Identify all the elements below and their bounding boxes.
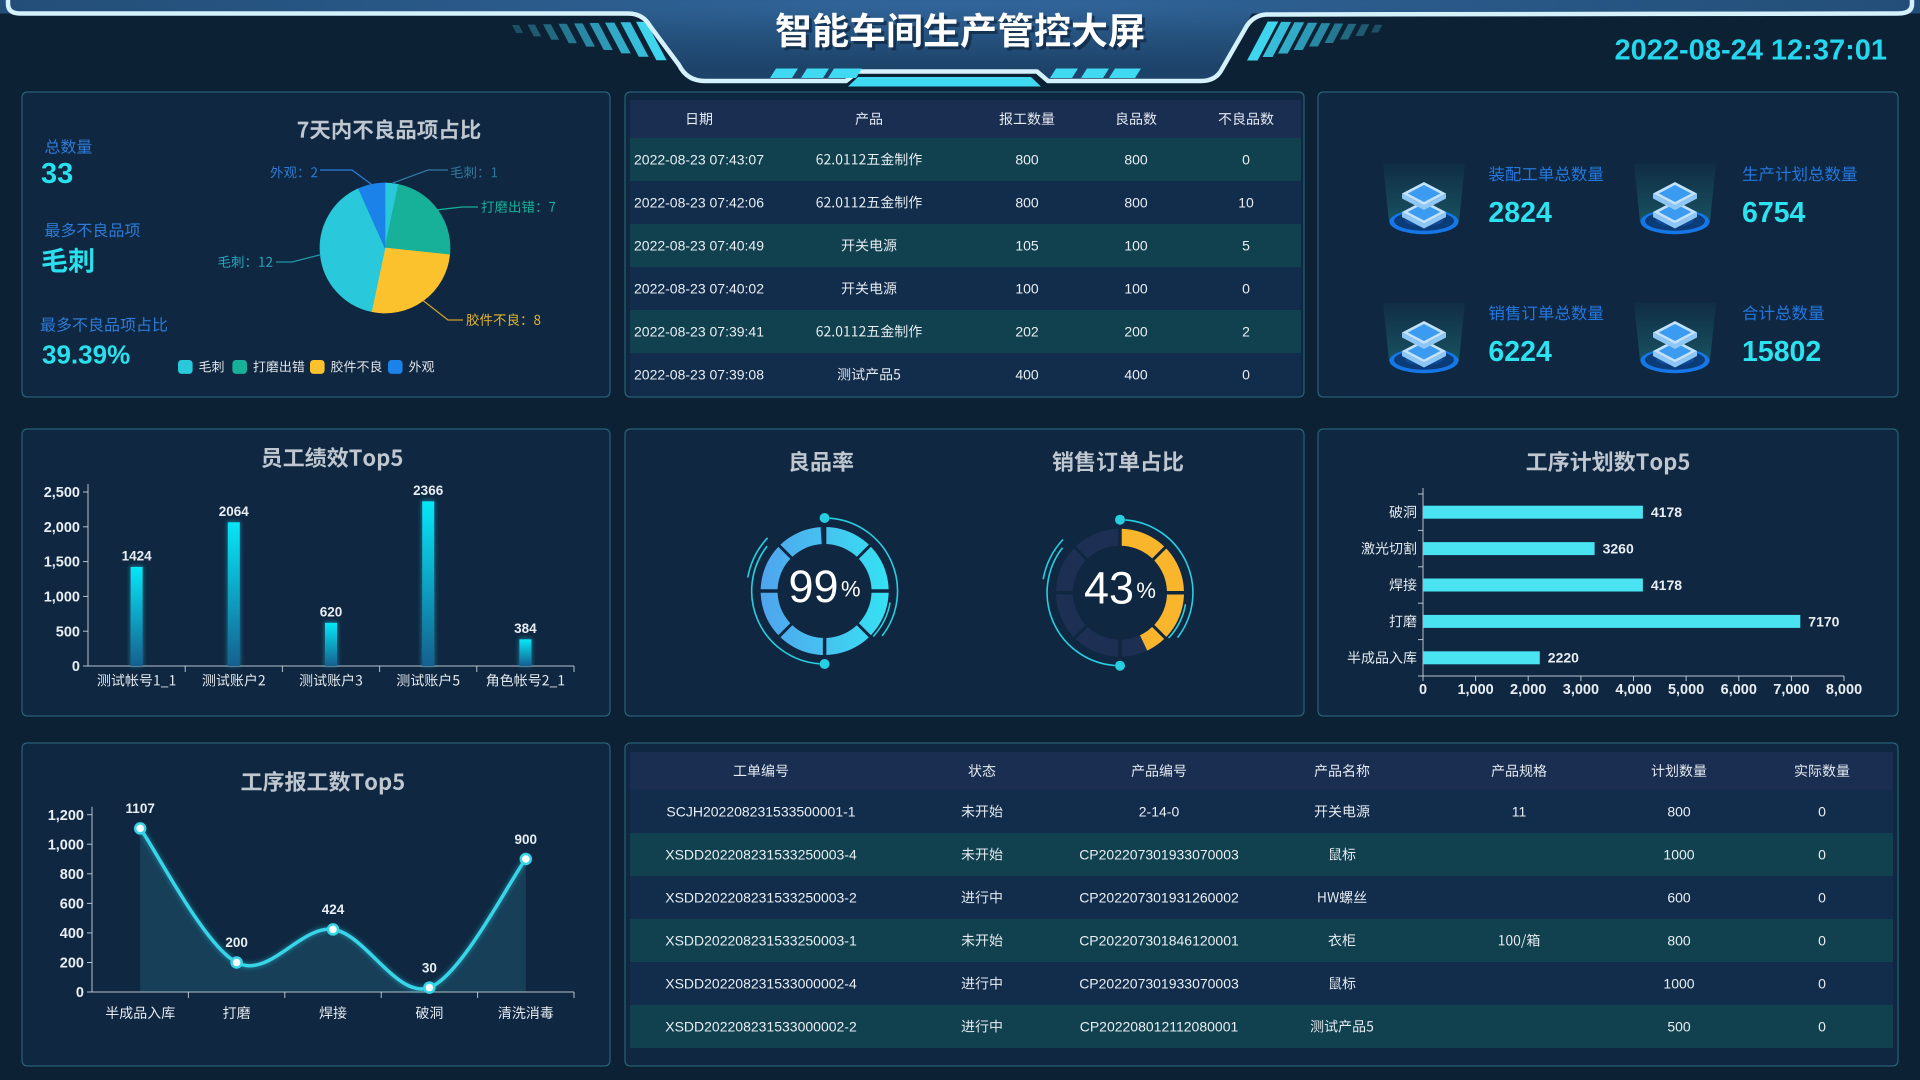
svg-text:2: 2 xyxy=(1242,323,1250,339)
svg-text:43: 43 xyxy=(1084,563,1134,614)
svg-text:3,000: 3,000 xyxy=(1563,682,1599,698)
svg-text:%: % xyxy=(1136,578,1156,603)
svg-text:2220: 2220 xyxy=(1548,650,1579,666)
svg-text:5,000: 5,000 xyxy=(1668,682,1704,698)
svg-text:99: 99 xyxy=(789,561,839,612)
svg-text:100: 100 xyxy=(1015,280,1039,296)
svg-text:10: 10 xyxy=(1238,194,1254,210)
svg-text:2824: 2824 xyxy=(1488,197,1552,229)
svg-text:1,000: 1,000 xyxy=(48,837,84,853)
svg-text:400: 400 xyxy=(1015,366,1039,382)
svg-text:0: 0 xyxy=(72,659,80,675)
svg-text:1000: 1000 xyxy=(1663,975,1694,991)
svg-text:0: 0 xyxy=(1242,280,1250,296)
svg-text:424: 424 xyxy=(322,902,345,917)
svg-text:XSDD202208231533000002-2: XSDD202208231533000002-2 xyxy=(665,1018,857,1034)
svg-text:5: 5 xyxy=(1242,237,1250,253)
svg-text:XSDD202208231533250003-1: XSDD202208231533250003-1 xyxy=(665,932,857,948)
svg-text:800: 800 xyxy=(1124,194,1148,210)
svg-text:200: 200 xyxy=(1124,323,1148,339)
svg-text:202: 202 xyxy=(1015,323,1039,339)
svg-text:900: 900 xyxy=(515,832,538,847)
svg-text:0: 0 xyxy=(1242,366,1250,382)
svg-text:600: 600 xyxy=(1667,889,1691,905)
svg-text:1,500: 1,500 xyxy=(44,555,80,571)
svg-text:XSDD202208231533000002-4: XSDD202208231533000002-4 xyxy=(665,975,857,991)
svg-text:3260: 3260 xyxy=(1603,541,1634,557)
svg-text:CP202207301933070003: CP202207301933070003 xyxy=(1079,846,1239,862)
svg-text:2022-08-23 07:40:49: 2022-08-23 07:40:49 xyxy=(634,237,764,253)
svg-text:CP202207301931260002: CP202207301931260002 xyxy=(1079,889,1239,905)
svg-text:105: 105 xyxy=(1015,237,1039,253)
svg-text:8,000: 8,000 xyxy=(1826,682,1862,698)
svg-text:1107: 1107 xyxy=(126,801,155,816)
svg-text:400: 400 xyxy=(60,926,84,942)
svg-text:800: 800 xyxy=(1015,151,1039,167)
svg-text:15802: 15802 xyxy=(1742,336,1821,368)
svg-text:7170: 7170 xyxy=(1808,613,1839,629)
svg-text:4178: 4178 xyxy=(1651,577,1682,593)
svg-text:100: 100 xyxy=(1124,280,1148,296)
svg-text:%: % xyxy=(841,576,861,601)
svg-text:200: 200 xyxy=(225,935,248,950)
svg-text:11: 11 xyxy=(1512,803,1527,819)
svg-text:1,000: 1,000 xyxy=(44,590,80,606)
svg-text:1,200: 1,200 xyxy=(48,808,84,824)
svg-text:0: 0 xyxy=(1818,1018,1826,1034)
svg-text:6224: 6224 xyxy=(1488,336,1552,368)
svg-text:0: 0 xyxy=(76,985,84,1001)
svg-text:0: 0 xyxy=(1419,682,1427,698)
svg-text:500: 500 xyxy=(1667,1018,1691,1034)
svg-text:33: 33 xyxy=(41,158,73,190)
svg-text:2022-08-23 07:39:41: 2022-08-23 07:39:41 xyxy=(634,323,764,339)
svg-text:800: 800 xyxy=(1667,803,1691,819)
svg-text:0: 0 xyxy=(1818,889,1826,905)
svg-text:30: 30 xyxy=(422,960,437,975)
svg-text:CP202208012112080001: CP202208012112080001 xyxy=(1080,1018,1239,1034)
svg-text:800: 800 xyxy=(1667,932,1691,948)
svg-text:2022-08-23 07:40:02: 2022-08-23 07:40:02 xyxy=(634,280,764,296)
svg-text:2,000: 2,000 xyxy=(44,520,80,536)
svg-text:2022-08-23 07:39:08: 2022-08-23 07:39:08 xyxy=(634,366,764,382)
svg-text:6,000: 6,000 xyxy=(1721,682,1757,698)
svg-text:400: 400 xyxy=(1124,366,1148,382)
svg-text:2064: 2064 xyxy=(219,504,250,519)
svg-text:620: 620 xyxy=(320,605,343,620)
svg-text:4178: 4178 xyxy=(1651,504,1682,520)
svg-text:2022-08-23 07:42:06: 2022-08-23 07:42:06 xyxy=(634,194,764,210)
svg-text:800: 800 xyxy=(1124,151,1148,167)
svg-text:0: 0 xyxy=(1242,151,1250,167)
svg-text:600: 600 xyxy=(60,897,84,913)
svg-text:0: 0 xyxy=(1818,846,1826,862)
svg-text:800: 800 xyxy=(60,867,84,883)
svg-text:XSDD202208231533250003-2: XSDD202208231533250003-2 xyxy=(665,889,857,905)
svg-text:2022-08-23 07:43:07: 2022-08-23 07:43:07 xyxy=(634,151,764,167)
svg-text:800: 800 xyxy=(1015,194,1039,210)
svg-text:500: 500 xyxy=(56,624,80,640)
svg-text:2022-08-24 12:37:01: 2022-08-24 12:37:01 xyxy=(1615,35,1887,67)
svg-text:2,000: 2,000 xyxy=(1510,682,1546,698)
svg-text:2366: 2366 xyxy=(413,483,444,498)
svg-text:100: 100 xyxy=(1124,237,1148,253)
svg-text:1000: 1000 xyxy=(1663,846,1694,862)
svg-text:0: 0 xyxy=(1818,932,1826,948)
svg-text:2,500: 2,500 xyxy=(44,485,80,501)
svg-text:1424: 1424 xyxy=(122,549,153,564)
svg-text:1,000: 1,000 xyxy=(1457,682,1493,698)
svg-text:0: 0 xyxy=(1818,975,1826,991)
svg-text:0: 0 xyxy=(1818,803,1826,819)
svg-text:39.39%: 39.39% xyxy=(42,340,130,370)
svg-text:200: 200 xyxy=(60,956,84,972)
svg-text:7,000: 7,000 xyxy=(1773,682,1809,698)
svg-text:SCJH202208231533500001-1: SCJH202208231533500001-1 xyxy=(666,803,855,819)
svg-text:2-14-0: 2-14-0 xyxy=(1139,803,1180,819)
svg-text:XSDD202208231533250003-4: XSDD202208231533250003-4 xyxy=(665,846,857,862)
svg-text:CP202207301933070003: CP202207301933070003 xyxy=(1079,975,1239,991)
svg-text:6754: 6754 xyxy=(1742,197,1806,229)
svg-text:384: 384 xyxy=(514,621,537,636)
svg-text:4,000: 4,000 xyxy=(1615,682,1651,698)
svg-text:CP202207301846120001: CP202207301846120001 xyxy=(1079,932,1239,948)
